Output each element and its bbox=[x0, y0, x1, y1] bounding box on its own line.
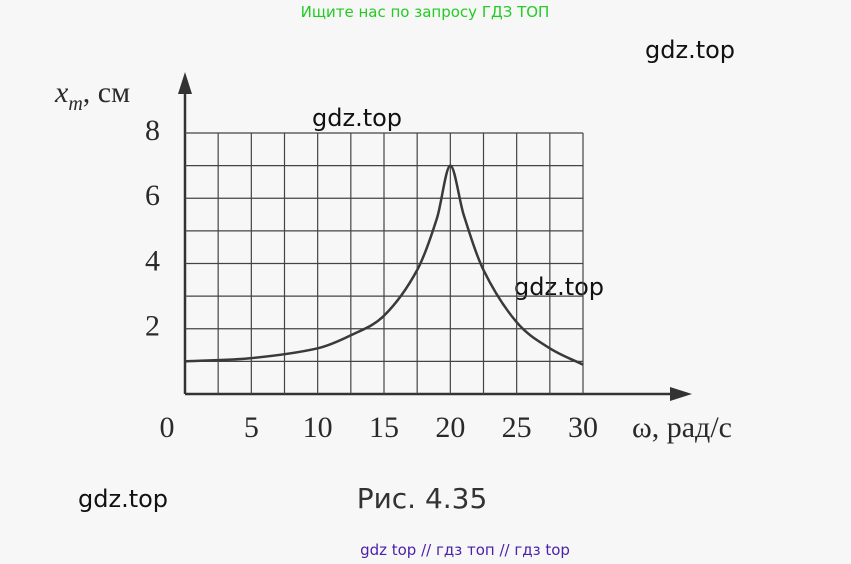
x-tick-label: 5 bbox=[244, 411, 259, 444]
y-tick-label: 8 bbox=[145, 114, 160, 147]
y-arrow bbox=[178, 72, 192, 94]
x-tick-label: 10 bbox=[303, 411, 333, 444]
y-label-unit: , см bbox=[83, 76, 130, 109]
watermark: gdz.top bbox=[312, 104, 402, 132]
header: Ищите нас по запросу ГДЗ ТОП bbox=[301, 3, 550, 21]
x-axis-label: ω, рад/с bbox=[632, 411, 732, 444]
watermark: gdz.top bbox=[645, 36, 735, 64]
y-axis-label: xm, см bbox=[54, 76, 130, 115]
x-tick-label: 20 bbox=[435, 411, 465, 444]
y-label-sub: m bbox=[68, 93, 82, 115]
y-tick-label: 4 bbox=[145, 244, 160, 277]
x-arrow bbox=[670, 387, 692, 401]
caption: Рис. 4.35 bbox=[357, 482, 488, 515]
footer: gdz top // гдз топ // гдз top bbox=[360, 541, 570, 559]
x-tick-label: 25 bbox=[502, 411, 532, 444]
y-tick-label: 6 bbox=[145, 179, 160, 212]
x-tick-label: 30 bbox=[568, 411, 598, 444]
curve bbox=[184, 164, 584, 366]
x-tick-label: 15 bbox=[369, 411, 399, 444]
watermark: gdz.top bbox=[78, 485, 168, 513]
watermark: gdz.top bbox=[514, 273, 604, 301]
y-tick-label: 2 bbox=[145, 310, 160, 343]
x-tick-label: 0 bbox=[160, 411, 175, 444]
y-label-main: x bbox=[54, 76, 69, 109]
